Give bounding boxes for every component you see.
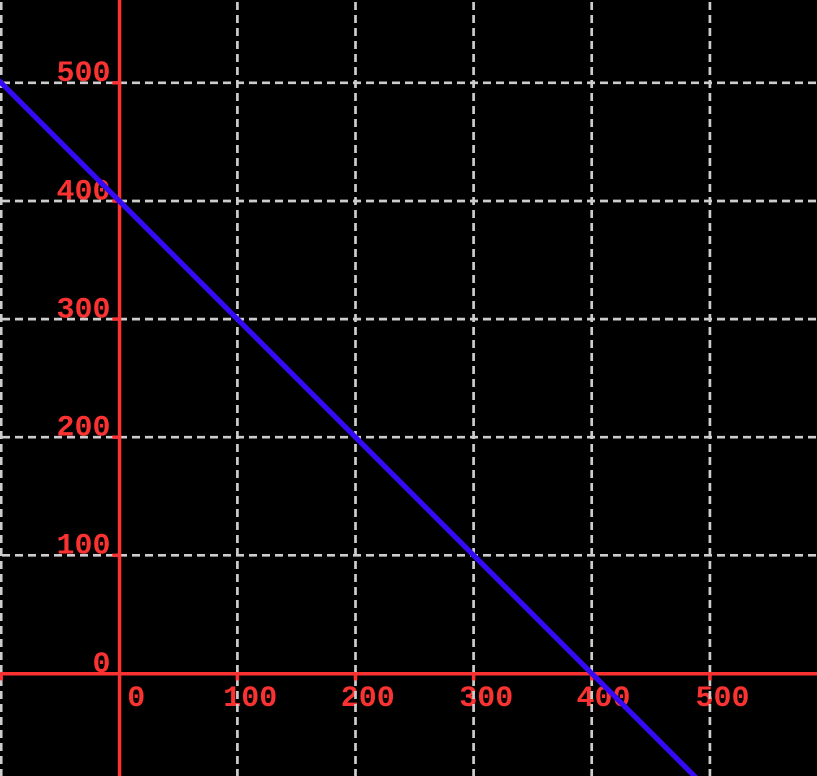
svg-text:300: 300 [56, 294, 110, 328]
svg-text:200: 200 [341, 682, 395, 716]
svg-text:500: 500 [56, 57, 110, 91]
svg-text:300: 300 [459, 682, 513, 716]
svg-text:0: 0 [92, 648, 110, 682]
svg-text:0: 0 [127, 682, 145, 716]
svg-text:200: 200 [56, 412, 110, 446]
svg-text:500: 500 [695, 682, 749, 716]
svg-text:100: 100 [223, 682, 277, 716]
svg-text:100: 100 [56, 530, 110, 564]
